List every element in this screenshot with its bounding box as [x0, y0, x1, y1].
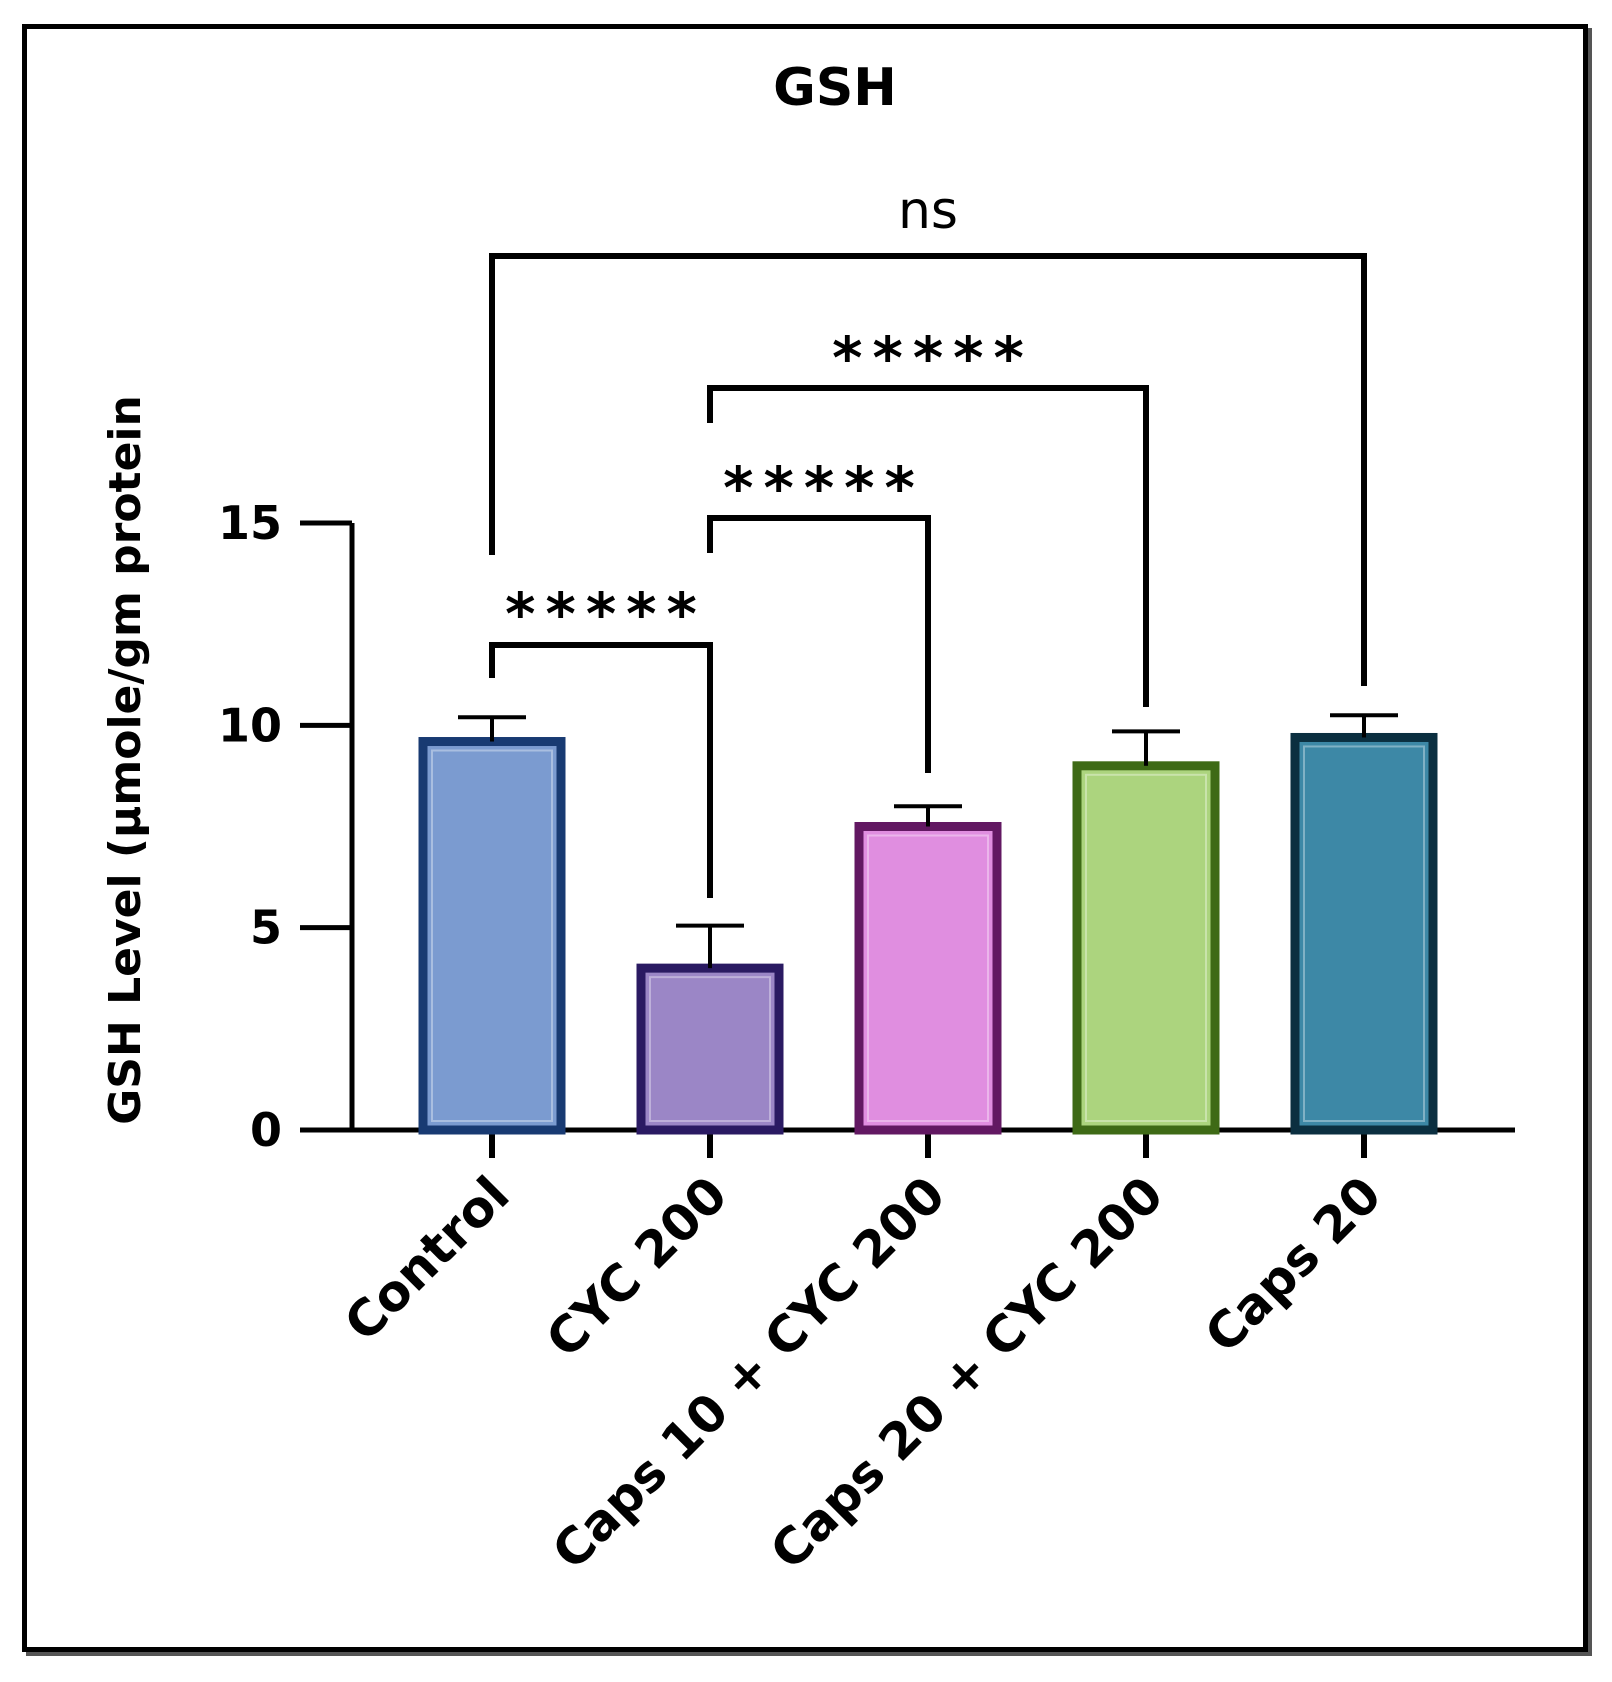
x-tick-label: Control	[333, 1165, 520, 1352]
significance-bracket	[489, 253, 1367, 686]
bar-control	[418, 737, 566, 1135]
significance-bracket	[489, 642, 713, 898]
bar-caps-10-cyc-200	[854, 822, 1002, 1135]
y-tick-label: 10	[218, 698, 282, 752]
chart-title: GSH	[773, 58, 897, 118]
bar-highlight	[867, 834, 989, 1122]
x-tick-label: Caps 10 + CYC 200	[541, 1165, 956, 1580]
bar-highlight	[649, 976, 771, 1123]
bar-highlight	[431, 749, 553, 1123]
significance-label: *****	[505, 580, 707, 648]
significance-brackets: ***************ns	[489, 181, 1367, 898]
y-tick-label: 15	[218, 496, 282, 550]
x-tick-label: CYC 200	[535, 1165, 738, 1368]
bar-cyc-200	[636, 963, 784, 1135]
y-tick-label: 5	[250, 901, 282, 955]
significance-bracket	[707, 385, 1149, 707]
bar-caps-20-cyc-200	[1072, 761, 1220, 1135]
x-tick-label: Caps 20 + CYC 200	[759, 1165, 1174, 1580]
y-tick-label: 0	[250, 1103, 282, 1157]
x-tick-label: Caps 20	[1194, 1165, 1393, 1364]
bar-highlight	[1085, 773, 1207, 1122]
significance-bracket	[707, 515, 931, 773]
y-axis-label: GSH Level (µmole/gm protein	[100, 395, 151, 1125]
significance-label: *****	[723, 454, 925, 522]
bar-highlight	[1303, 745, 1425, 1122]
bar-caps-20	[1290, 732, 1438, 1135]
error-bars	[458, 713, 1398, 969]
significance-label: *****	[832, 324, 1034, 392]
bars	[418, 732, 1438, 1135]
significance-label: ns	[898, 181, 958, 241]
